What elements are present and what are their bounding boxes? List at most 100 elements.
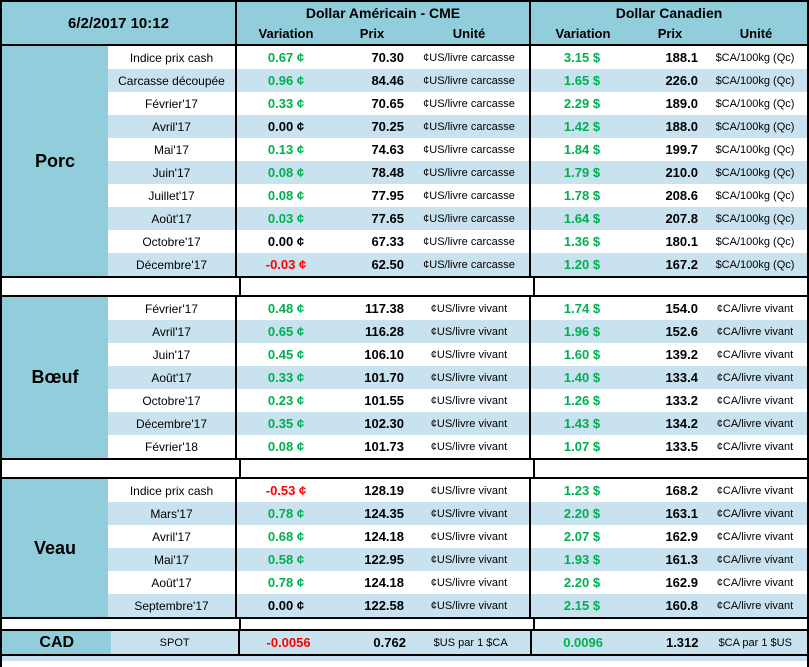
us-variation-value[interactable]: 0.13 ¢ — [235, 138, 335, 161]
ca-variation-value[interactable]: 1.20 $ — [529, 253, 633, 276]
us-unite-header[interactable]: Unité — [452, 26, 486, 41]
row-label[interactable]: Indice prix cash — [129, 483, 214, 498]
us-variation-value[interactable]: 0.68 ¢ — [235, 525, 335, 548]
us-unit-label[interactable]: ¢US/livre carcasse — [423, 235, 515, 248]
row-label[interactable]: Octobre'17 — [142, 234, 201, 249]
ca-variation-value[interactable]: 1.23 $ — [529, 479, 633, 502]
ca-variation-value[interactable]: 1.65 $ — [529, 69, 633, 92]
us-variation-value[interactable]: 0.48 ¢ — [235, 297, 335, 320]
us-variation-value[interactable]: 0.23 ¢ — [235, 389, 335, 412]
ca-price-value[interactable]: 139.2 — [665, 347, 698, 362]
us-price-value[interactable]: 116.28 — [364, 324, 404, 339]
ca-price-value[interactable]: 188.1 — [665, 50, 698, 65]
ca-price-value[interactable]: 189.0 — [665, 96, 698, 111]
ca-variation-value[interactable]: 1.36 $ — [529, 230, 633, 253]
us-unit-label[interactable]: ¢US/livre carcasse — [423, 51, 515, 64]
us-variation-value[interactable]: 0.45 ¢ — [235, 343, 335, 366]
ca-variation-value[interactable]: 2.20 $ — [529, 571, 633, 594]
timestamp-cell[interactable]: 6/2/2017 10:12 — [2, 2, 237, 44]
ca-variation-value[interactable]: 1.43 $ — [529, 412, 633, 435]
us-price-value[interactable]: 101.70 — [364, 370, 404, 385]
ca-unit-label[interactable]: $CA/100kg (Qc) — [715, 143, 795, 156]
ca-variation-value[interactable]: 1.96 $ — [529, 320, 633, 343]
us-variation-value[interactable]: -0.03 ¢ — [235, 253, 335, 276]
ca-unit-label[interactable]: $CA/100kg (Qc) — [715, 258, 795, 271]
ca-price-value[interactable]: 133.4 — [665, 370, 698, 385]
row-label[interactable]: Mai'17 — [154, 142, 189, 157]
ca-variation-value[interactable]: 1.26 $ — [529, 389, 633, 412]
us-unit-label[interactable]: ¢US/livre vivant — [430, 325, 508, 338]
us-unit-label[interactable]: ¢US/livre vivant — [430, 302, 508, 315]
ca-unit-label[interactable]: ¢CA/livre vivant — [716, 394, 794, 407]
ca-price-value[interactable]: 133.2 — [665, 393, 698, 408]
ca-price-value[interactable]: 154.0 — [665, 301, 698, 316]
us-price-value[interactable]: 70.30 — [371, 50, 404, 65]
us-variation-value[interactable]: 0.78 ¢ — [235, 571, 335, 594]
row-label[interactable]: Juin'17 — [152, 165, 191, 180]
ca-price-value[interactable]: 180.1 — [665, 234, 698, 249]
section-title-boeuf[interactable]: Bœuf — [2, 297, 108, 458]
ca-price-value[interactable]: 226.0 — [665, 73, 698, 88]
row-label[interactable]: Carcasse découpée — [118, 73, 225, 88]
row-label[interactable]: Avril'17 — [152, 119, 191, 134]
us-unit-label[interactable]: ¢US/livre carcasse — [423, 189, 515, 202]
us-unit-label[interactable]: ¢US/livre vivant — [430, 530, 508, 543]
us-unit-label[interactable]: ¢US/livre vivant — [430, 371, 508, 384]
us-variation-value[interactable]: 0.35 ¢ — [235, 412, 335, 435]
us-variation-header[interactable]: Variation — [258, 26, 314, 41]
us-price-value[interactable]: 117.38 — [364, 301, 404, 316]
cad-ca-price-value[interactable]: 1.312 — [665, 635, 699, 650]
ca-variation-value[interactable]: 3.15 $ — [529, 46, 633, 69]
us-price-value[interactable]: 77.65 — [371, 211, 404, 226]
cad-ca-variation-value[interactable]: 0.0096 — [530, 631, 633, 654]
ca-variation-value[interactable]: 1.07 $ — [529, 435, 633, 458]
ca-price-value[interactable]: 163.1 — [665, 506, 698, 521]
row-label[interactable]: Février'18 — [145, 439, 198, 454]
us-variation-value[interactable]: 0.65 ¢ — [235, 320, 335, 343]
ca-unit-label[interactable]: $CA/100kg (Qc) — [715, 51, 795, 64]
ca-unit-label[interactable]: ¢CA/livre vivant — [716, 440, 794, 453]
ca-variation-value[interactable]: 1.40 $ — [529, 366, 633, 389]
us-price-value[interactable]: 124.18 — [364, 575, 404, 590]
ca-price-value[interactable]: 210.0 — [665, 165, 698, 180]
row-label[interactable]: Juillet'17 — [148, 188, 195, 203]
us-price-value[interactable]: 77.95 — [371, 188, 404, 203]
ca-unit-label[interactable]: $CA/100kg (Qc) — [715, 166, 795, 179]
us-unit-label[interactable]: ¢US/livre carcasse — [423, 120, 515, 133]
ca-variation-value[interactable]: 1.79 $ — [529, 161, 633, 184]
us-unit-label[interactable]: ¢US/livre vivant — [430, 576, 508, 589]
ca-price-value[interactable]: 208.6 — [665, 188, 698, 203]
us-variation-value[interactable]: 0.03 ¢ — [235, 207, 335, 230]
ca-unite-header[interactable]: Unité — [739, 26, 773, 41]
ca-unit-label[interactable]: $CA/100kg (Qc) — [715, 235, 795, 248]
us-price-value[interactable]: 78.48 — [371, 165, 404, 180]
us-unit-label[interactable]: ¢US/livre carcasse — [423, 166, 515, 179]
us-price-value[interactable]: 74.63 — [371, 142, 404, 157]
row-label[interactable]: Avril'17 — [152, 324, 191, 339]
us-price-value[interactable]: 122.58 — [364, 598, 404, 613]
row-label[interactable]: Juin'17 — [152, 347, 191, 362]
ca-unit-label[interactable]: $CA/100kg (Qc) — [715, 189, 795, 202]
ca-unit-label[interactable]: ¢CA/livre vivant — [716, 599, 794, 612]
row-label[interactable]: Décembre'17 — [136, 416, 207, 431]
ca-price-value[interactable]: 152.6 — [665, 324, 698, 339]
us-variation-value[interactable]: 0.33 ¢ — [235, 366, 335, 389]
us-variation-value[interactable]: 0.08 ¢ — [235, 161, 335, 184]
cad-section-title[interactable]: CAD — [2, 631, 112, 654]
ca-variation-value[interactable]: 2.07 $ — [529, 525, 633, 548]
row-label[interactable]: Février'17 — [145, 96, 198, 111]
ca-price-value[interactable]: 134.2 — [665, 416, 698, 431]
us-price-value[interactable]: 84.46 — [371, 73, 404, 88]
us-price-value[interactable]: 124.18 — [364, 529, 404, 544]
us-unit-label[interactable]: ¢US/livre vivant — [430, 394, 508, 407]
ca-price-value[interactable]: 168.2 — [665, 483, 698, 498]
us-unit-label[interactable]: ¢US/livre carcasse — [423, 258, 515, 271]
us-price-value[interactable]: 70.25 — [371, 119, 404, 134]
ca-unit-label[interactable]: ¢CA/livre vivant — [716, 417, 794, 430]
ca-variation-value[interactable]: 1.60 $ — [529, 343, 633, 366]
row-label[interactable]: Décembre'17 — [136, 257, 207, 272]
ca-unit-label[interactable]: ¢CA/livre vivant — [716, 530, 794, 543]
ca-price-value[interactable]: 167.2 — [665, 257, 698, 272]
ca-dollar-header[interactable]: Dollar Canadien — [615, 4, 723, 21]
ca-variation-value[interactable]: 2.20 $ — [529, 502, 633, 525]
